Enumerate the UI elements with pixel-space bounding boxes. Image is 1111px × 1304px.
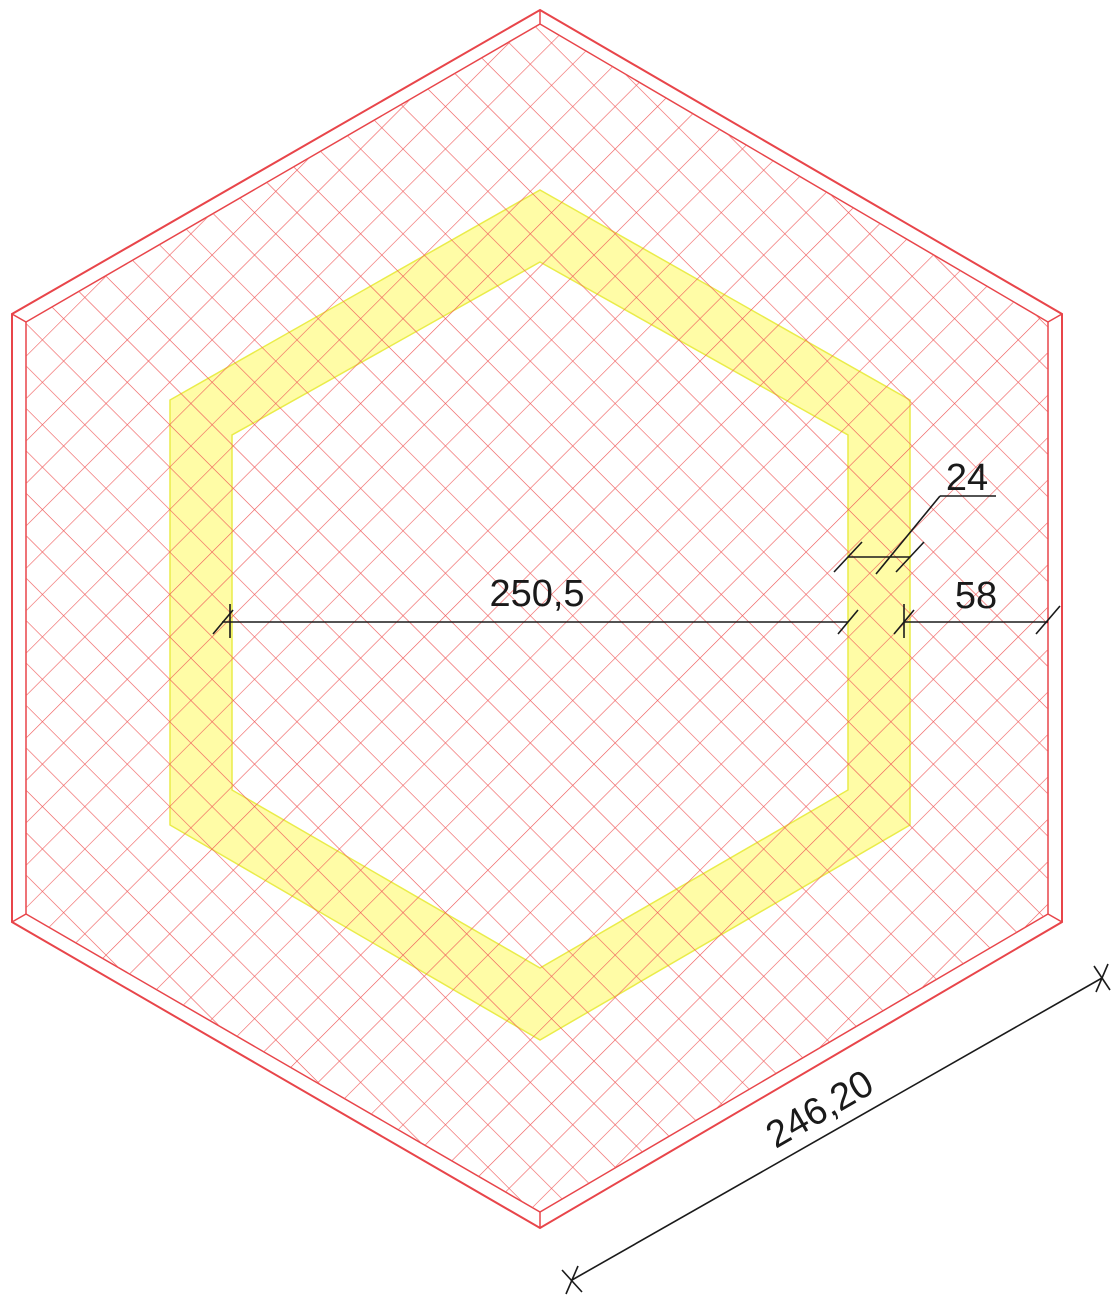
- dimension-label-ring-width: 24: [946, 457, 988, 499]
- dimension-label-margin: 58: [955, 575, 997, 617]
- dimension-label-inner-width: 250,5: [489, 573, 584, 615]
